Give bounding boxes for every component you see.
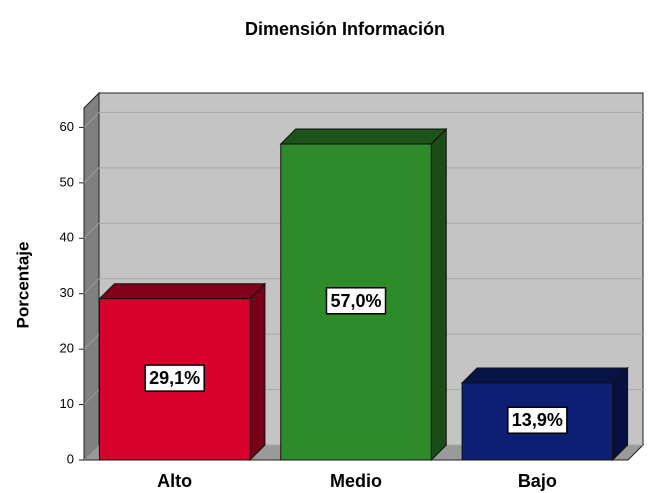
grid-line [83, 333, 100, 350]
chart-title: Dimensión Información [245, 19, 445, 39]
bar-side [612, 366, 629, 462]
bar-side [249, 282, 266, 462]
y-tick-label: 60 [60, 119, 74, 134]
y-tick-label: 10 [60, 396, 74, 411]
bar-top [460, 367, 629, 384]
bar-side [430, 127, 447, 462]
value-label-box [144, 364, 205, 392]
value-label: 13,9% [512, 410, 563, 430]
bar [98, 298, 251, 461]
y-axis-title: Porcentaje [13, 242, 32, 329]
value-label: 29,1% [149, 368, 200, 388]
grid-line [83, 112, 100, 128]
y-tick-label: 40 [60, 230, 74, 245]
y-tick-label: 50 [60, 174, 74, 189]
x-tick-label: Alto [157, 471, 192, 491]
grid-line [83, 278, 100, 295]
bar-top [98, 283, 267, 300]
y-tick-label: 0 [67, 451, 74, 466]
grid-line [83, 167, 100, 184]
value-label: 57,0% [330, 291, 381, 311]
grid-line [83, 222, 100, 239]
side-wall [83, 91, 100, 462]
bar-top [279, 128, 448, 145]
y-tick-label: 30 [60, 285, 74, 300]
value-label-box [507, 406, 568, 434]
y-tick-label: 20 [60, 341, 74, 356]
x-tick-label: Medio [330, 471, 382, 491]
value-label-box [325, 287, 387, 315]
x-tick-label: Bajo [518, 471, 557, 491]
grid-line [83, 389, 100, 405]
grid-line [83, 444, 100, 461]
